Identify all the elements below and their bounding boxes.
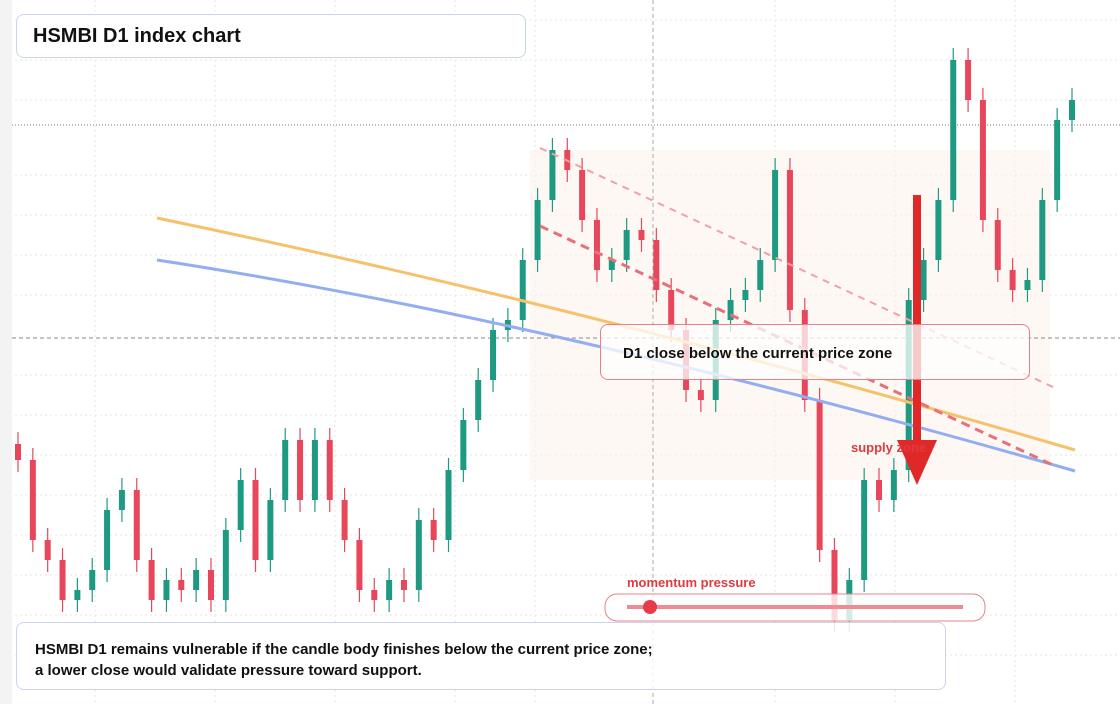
candle-body xyxy=(15,444,21,460)
candle-body xyxy=(905,300,912,470)
candle-body xyxy=(490,330,497,380)
candle-body xyxy=(445,470,452,540)
candle-body xyxy=(593,220,600,270)
candle-body xyxy=(400,580,407,590)
candle-body xyxy=(252,480,259,560)
candle-body xyxy=(1024,280,1031,290)
candle-body xyxy=(638,230,645,240)
candle-body xyxy=(876,480,883,500)
candle-body xyxy=(965,60,972,100)
candle-body xyxy=(727,300,734,320)
candle-body xyxy=(935,200,942,260)
candle-body xyxy=(89,570,96,590)
candle-body xyxy=(193,570,200,590)
summary-box: HSMBI D1 remains vulnerable if the candl… xyxy=(16,622,946,690)
candle-body xyxy=(816,400,823,550)
candle-body xyxy=(104,510,111,570)
candle-body xyxy=(326,440,333,500)
candle-body xyxy=(653,240,660,290)
candle-body xyxy=(1054,120,1061,200)
left-edge xyxy=(0,0,12,704)
candle-body xyxy=(74,590,81,600)
zone-label: supply zone xyxy=(851,440,926,455)
candle-body xyxy=(282,440,289,500)
candle-body xyxy=(267,500,274,560)
moving-average-fast xyxy=(156,258,1076,473)
candle-body xyxy=(786,170,793,310)
candle-body xyxy=(371,590,378,600)
candle-body xyxy=(59,560,66,600)
candle-body xyxy=(118,490,125,510)
candle-body xyxy=(386,580,393,600)
candle-body xyxy=(163,580,170,600)
candle-body xyxy=(133,490,140,560)
slider-knob[interactable] xyxy=(643,600,657,614)
candle-body xyxy=(1009,270,1016,290)
candle-body xyxy=(475,380,482,420)
indicator-label: momentum pressure xyxy=(627,575,756,590)
candle-body xyxy=(608,260,615,270)
candle-body xyxy=(430,520,437,540)
candle-body xyxy=(207,570,214,600)
candle-body xyxy=(237,480,244,530)
candle-body xyxy=(356,540,363,590)
candle-body xyxy=(148,560,155,600)
candle-body xyxy=(549,150,556,200)
candle-body xyxy=(222,530,229,600)
candle-body xyxy=(341,500,348,540)
candle-body xyxy=(1069,100,1075,120)
candle-body xyxy=(623,230,630,260)
candle-body xyxy=(44,540,51,560)
trendline xyxy=(539,224,1056,468)
arrow-head xyxy=(897,440,937,485)
candle-body xyxy=(742,290,749,300)
candle-body xyxy=(519,260,526,320)
candle-body xyxy=(979,100,986,220)
candles xyxy=(15,48,1075,632)
candle-body xyxy=(534,200,541,260)
candle-body xyxy=(920,260,927,300)
candle-body xyxy=(311,440,318,500)
candle-body xyxy=(579,170,586,220)
callout: D1 close below the current price zone xyxy=(600,324,1030,380)
candle-body xyxy=(861,480,868,580)
candle-body xyxy=(697,390,704,400)
candle-body xyxy=(890,470,897,500)
candle-body xyxy=(950,60,957,200)
candle-body xyxy=(415,520,422,590)
candle-body xyxy=(668,290,675,330)
title-box: HSMBI D1 index chart xyxy=(16,14,526,58)
candle-body xyxy=(29,460,36,540)
candle-body xyxy=(297,440,304,500)
candle-body xyxy=(460,420,467,470)
candle-body xyxy=(1039,200,1046,280)
candle-body xyxy=(772,170,779,260)
candle-body xyxy=(757,260,764,290)
candle-body xyxy=(994,220,1001,270)
candle-body xyxy=(831,550,838,620)
candle-body xyxy=(178,580,185,590)
